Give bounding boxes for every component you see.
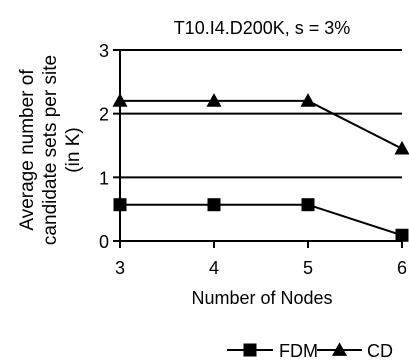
data-point-cd-6 <box>394 140 409 155</box>
y-tick-label-2: 2 <box>99 105 109 125</box>
data-point-cd-4 <box>206 93 222 107</box>
x-tick-label-5: 5 <box>303 258 313 278</box>
y-axis-label-line-3: (in K) <box>63 127 84 172</box>
legend-item-cd: CD <box>317 341 393 360</box>
x-tick-labels: 3 4 5 6 <box>115 258 407 278</box>
data-point-fdm-5 <box>301 198 315 212</box>
series-line-cd <box>120 99 403 150</box>
legend: FDM CD <box>227 341 393 360</box>
x-axis-label: Number of Nodes <box>191 288 332 308</box>
legend-marker-fdm <box>243 343 257 357</box>
y-tick-label-1: 1 <box>99 168 109 188</box>
data-point-fdm-3 <box>113 198 127 212</box>
data-point-fdm-4 <box>207 198 221 212</box>
series-line-fdm <box>120 203 403 237</box>
legend-marker-cd <box>331 342 348 356</box>
data-point-cd-5 <box>300 93 316 107</box>
data-point-fdm-6 <box>395 228 409 242</box>
axes <box>113 49 403 248</box>
y-axis-label: Average number of candidate sets per sit… <box>17 55 84 245</box>
y-axis-label-line-2: candidate sets per site <box>40 55 61 245</box>
y-tick-label-3: 3 <box>99 41 109 61</box>
x-tick-label-3: 3 <box>115 258 125 278</box>
legend-item-fdm: FDM <box>227 341 318 360</box>
grid-lines <box>120 49 402 179</box>
chart-title: T10.I4.D200K, s = 3% <box>174 18 351 38</box>
data-point-cd-3 <box>112 93 128 107</box>
x-tick-label-4: 4 <box>209 258 219 278</box>
legend-label-fdm: FDM <box>279 341 318 360</box>
y-tick-label-0: 0 <box>99 232 109 252</box>
series-group <box>112 93 409 242</box>
legend-label-cd: CD <box>367 341 393 360</box>
x-tick-label-6: 6 <box>397 258 407 278</box>
y-tick-labels: 0 1 2 3 <box>99 41 109 252</box>
y-axis-label-line-1: Average number of <box>17 69 38 231</box>
